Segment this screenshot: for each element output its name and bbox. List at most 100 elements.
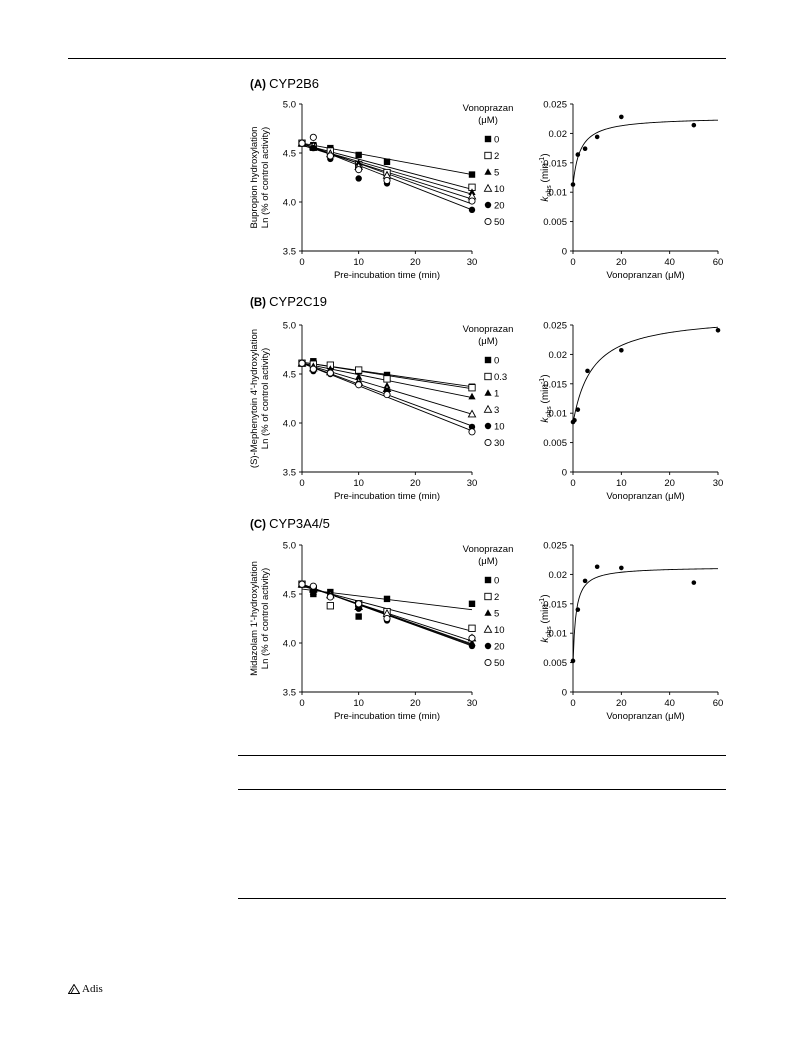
point-30 — [309, 365, 317, 373]
point-0 — [383, 595, 391, 603]
x-tick-label: 30 — [467, 257, 478, 268]
legend-marker-0 — [484, 576, 492, 584]
legend-unit: (μM) — [478, 115, 498, 126]
x-tick-label: 20 — [410, 698, 421, 709]
panel-c-cyp3a4-5: (C) CYP3A4/53.54.04.55.00 10 20 30Pre-incub… — [249, 516, 723, 722]
y-axis-label: (S)-Mephenytoin 4'-hydroxylation — [249, 329, 260, 468]
y-tick-label: 4.5 — [283, 149, 296, 160]
publisher-logo: Adis — [68, 983, 103, 995]
adis-triangle-icon — [68, 984, 80, 994]
kobs-point — [575, 407, 581, 412]
legend-label-20: 20 — [494, 642, 505, 653]
kobs-y-tick-label: 0.01 — [549, 188, 568, 199]
point-0 — [468, 171, 476, 178]
legend-unit: (μM) — [478, 556, 498, 567]
kobs-y-tick-label: 0.02 — [549, 350, 568, 361]
point-50 — [468, 197, 476, 205]
kobs-x-axis-label: Vonopranzan (μM) — [606, 491, 684, 502]
legend-marker-5 — [484, 168, 492, 175]
point-50 — [355, 166, 363, 174]
point-10 — [468, 423, 476, 431]
x-tick-label: 0 — [299, 257, 304, 268]
kobs-y-tick-label: 0.025 — [543, 100, 567, 111]
kobs-fit-curve — [572, 119, 719, 185]
kobs-x-tick-label: 0 — [570, 257, 575, 268]
kobs-x-tick-label: 20 — [616, 257, 627, 268]
kobs-x-tick-label: 0 — [570, 698, 575, 709]
kobs-plot: 0 0.005 0.01 0.015 0.02 0.025 0 20 40 60 Vonopranz… — [539, 100, 723, 282]
kobs-y-tick-label: 0.01 — [549, 409, 568, 420]
legend-label-0-3: 0.3 — [494, 372, 507, 383]
point-1 — [355, 373, 363, 380]
point-1 — [468, 392, 476, 400]
point-50 — [326, 152, 334, 160]
legend-label-0: 0 — [494, 576, 499, 587]
x-tick-label: 0 — [299, 698, 304, 709]
kobs-point — [570, 658, 576, 664]
kobs-point — [575, 607, 581, 612]
legend-label-50: 50 — [494, 658, 505, 669]
kobs-y-tick-label: 0 — [562, 468, 567, 479]
legend-marker-0 — [484, 356, 492, 364]
legend-label-10: 10 — [494, 625, 505, 636]
kobs-x-tick-label: 30 — [713, 478, 724, 489]
table-header-rule — [238, 789, 726, 790]
point-20 — [355, 605, 362, 612]
x-axis-label: Pre-incubation time (min) — [334, 711, 440, 722]
kobs-x-tick-label: 10 — [616, 478, 627, 489]
y-tick-label: 4.0 — [283, 419, 296, 430]
kobs-point — [594, 564, 600, 570]
point-2 — [326, 602, 334, 610]
kobs-point — [619, 347, 624, 353]
y-axis-label: Ln (% of control activity) — [260, 127, 271, 228]
page-top-rule — [68, 58, 726, 59]
panel-header: (C) CYP3A4/5 — [250, 516, 330, 531]
legend-marker-5 — [484, 609, 492, 616]
legend-label-10: 10 — [494, 422, 505, 433]
y-axis-label: Ln (% of control activity) — [260, 568, 271, 669]
kobs-x-tick-label: 20 — [664, 478, 675, 489]
y-axis-label: Ln (% of control activity) — [260, 348, 271, 449]
panel-letter: (B) — [250, 297, 269, 309]
kobs-y-axis-label: kobs (min-1) — [539, 594, 553, 642]
point-20 — [355, 175, 362, 182]
kobs-y-tick-label: 0.015 — [543, 379, 567, 390]
legend-marker-2 — [484, 151, 492, 160]
legend-label-50: 50 — [494, 217, 505, 228]
kobs-y-tick-label: 0.015 — [543, 158, 567, 169]
x-tick-label: 20 — [410, 257, 421, 268]
y-tick-label: 3.5 — [283, 468, 296, 479]
kobs-y-tick-label: 0.02 — [549, 129, 568, 140]
kobs-y-tick-label: 0.015 — [543, 599, 567, 610]
y-tick-label: 4.5 — [283, 370, 296, 381]
y-tick-label: 4.0 — [283, 198, 296, 209]
point-0 — [355, 151, 362, 159]
enzyme-label: CYP2B6 — [269, 76, 319, 91]
enzyme-label: CYP2C19 — [269, 294, 327, 309]
point-20 — [468, 642, 476, 650]
y-tick-label: 5.0 — [283, 321, 296, 332]
panel-header: (B) CYP2C19 — [250, 294, 327, 309]
point-0 — [468, 600, 476, 607]
legend-label-1: 1 — [494, 389, 499, 400]
x-tick-label: 10 — [353, 698, 364, 709]
point-0 — [383, 371, 391, 379]
kobs-y-tick-label: 0 — [562, 688, 567, 699]
point-50 — [468, 634, 476, 642]
legend-marker-50 — [484, 658, 492, 667]
legend-label-0: 0 — [494, 135, 499, 146]
x-tick-label: 10 — [353, 478, 364, 489]
y-axis-label: Midazolam 1'-hydroxylation — [249, 561, 260, 676]
point-30 — [355, 381, 363, 389]
point-0 — [355, 613, 362, 620]
point-2 — [468, 624, 476, 632]
kobs-y-axis-label: kobs (min-1) — [539, 153, 553, 201]
kobs-point — [715, 327, 721, 333]
point-0-3 — [468, 384, 476, 392]
kobs-fit-curve — [572, 568, 719, 664]
point-0 — [383, 158, 391, 166]
publisher-logo-text: Adis — [82, 983, 103, 995]
